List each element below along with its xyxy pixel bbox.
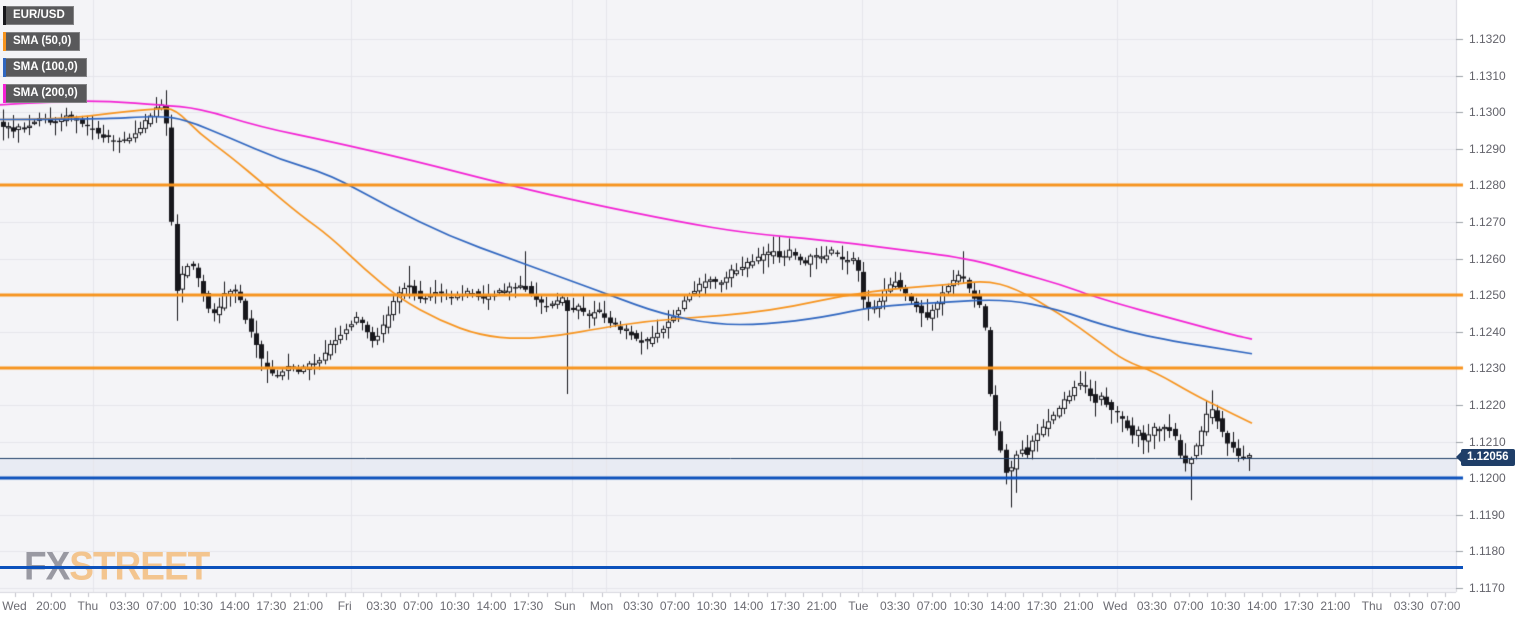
- time-axis-label: 17:30: [769, 599, 800, 613]
- time-axis-label: Wed: [1102, 599, 1128, 613]
- time-axis-label: 21:00: [806, 599, 837, 613]
- time-axis-label: 10:30: [1210, 599, 1241, 613]
- price-axis-label: 1.1280: [1469, 178, 1506, 193]
- time-axis-label: 07:00: [659, 599, 690, 613]
- time-axis-label: 07:00: [146, 599, 177, 613]
- price-axis-label: 1.1190: [1469, 507, 1505, 522]
- time-axis-label: 14:00: [733, 599, 764, 613]
- time-axis-label: Thu: [1361, 599, 1383, 613]
- legend-label: SMA (200,0): [13, 87, 78, 99]
- time-axis-label: 14:00: [476, 599, 507, 613]
- legend-color-bar: [3, 32, 6, 51]
- time-axis-label: Thu: [77, 599, 99, 613]
- price-axis-label: 1.1260: [1469, 251, 1506, 266]
- price-axis-label: 1.1180: [1469, 544, 1505, 559]
- price-axis-label: 1.1250: [1469, 288, 1506, 303]
- last-price-badge: 1.12056: [1456, 448, 1515, 466]
- price-axis-label: 1.1220: [1469, 398, 1506, 412]
- legend-item-sma-50-0[interactable]: SMA (50,0): [3, 32, 81, 51]
- time-axis-label: 03:30: [1136, 599, 1167, 613]
- time-axis-label: 03:30: [880, 599, 911, 613]
- time-axis-label: 17:30: [513, 599, 544, 613]
- time-axis-label: Fri: [337, 599, 352, 613]
- legend-color-bar: [3, 6, 6, 25]
- time-axis-label: 07:00: [1173, 599, 1204, 613]
- indicator-legend: EUR/USD SMA (50,0) SMA (100,0) SMA (200,0): [3, 6, 87, 110]
- support-line-1-1176: [0, 566, 1463, 569]
- price-badge-arrow-icon: [1456, 452, 1461, 463]
- price-axis-label: 1.1290: [1469, 141, 1506, 156]
- price-axis-label: 1.1320: [1469, 32, 1506, 46]
- time-axis-label: 03:30: [366, 599, 397, 613]
- time-axis-label: 07:00: [916, 599, 947, 613]
- legend-color-bar: [3, 84, 6, 103]
- price-axis-label: 1.1300: [1469, 105, 1506, 120]
- time-axis-label: 07:00: [403, 599, 434, 613]
- time-axis-label: Mon: [589, 599, 614, 613]
- legend-item-sma-200-0[interactable]: SMA (200,0): [3, 84, 87, 103]
- time-axis-label: 03:30: [1393, 599, 1424, 613]
- legend-color-bar: [3, 58, 6, 77]
- time-axis-label: 07:00: [1430, 599, 1461, 613]
- time-axis-label: 14:00: [1246, 599, 1277, 613]
- time-axis-label: 21:00: [1320, 599, 1351, 613]
- legend-item-sma-100-0[interactable]: SMA (100,0): [3, 58, 87, 77]
- time-axis-label: 20:00: [36, 599, 67, 613]
- time-axis-label: 14:00: [219, 599, 250, 613]
- price-axis-label: 1.1230: [1469, 361, 1506, 376]
- time-axis-label: 03:30: [109, 599, 140, 613]
- legend-item-eur-usd[interactable]: EUR/USD: [3, 6, 74, 25]
- last-price-value: 1.12056: [1467, 450, 1509, 463]
- time-axis-label: 21:00: [293, 599, 324, 613]
- time-axis-label: 21:00: [1063, 599, 1094, 613]
- price-axis-label: 1.1170: [1469, 581, 1505, 595]
- legend-label: SMA (50,0): [13, 35, 72, 47]
- time-axis-label: Sun: [554, 599, 576, 613]
- legend-label: EUR/USD: [13, 9, 65, 21]
- price-axis-label: 1.1200: [1469, 471, 1506, 486]
- price-axis-label: 1.1210: [1469, 434, 1506, 449]
- time-axis-label: 10:30: [439, 599, 470, 613]
- legend-label: SMA (100,0): [13, 61, 78, 73]
- time-axis-label: 17:30: [1026, 599, 1057, 613]
- time-axis-label: 10:30: [182, 599, 213, 613]
- time-axis-label: Tue: [848, 599, 869, 613]
- time-axis-label: 10:30: [953, 599, 984, 613]
- price-axis-label: 1.1270: [1469, 215, 1506, 229]
- time-axis-label: 03:30: [623, 599, 654, 613]
- time-axis-label: 14:00: [990, 599, 1021, 613]
- time-axis-label: 17:30: [1283, 599, 1314, 613]
- price-axis-label: 1.1310: [1469, 68, 1506, 83]
- time-axis-label: 10:30: [696, 599, 727, 613]
- time-axis-label: 17:30: [256, 599, 287, 613]
- price-axis-label: 1.1240: [1469, 324, 1506, 339]
- time-axis-label: Wed: [2, 599, 27, 613]
